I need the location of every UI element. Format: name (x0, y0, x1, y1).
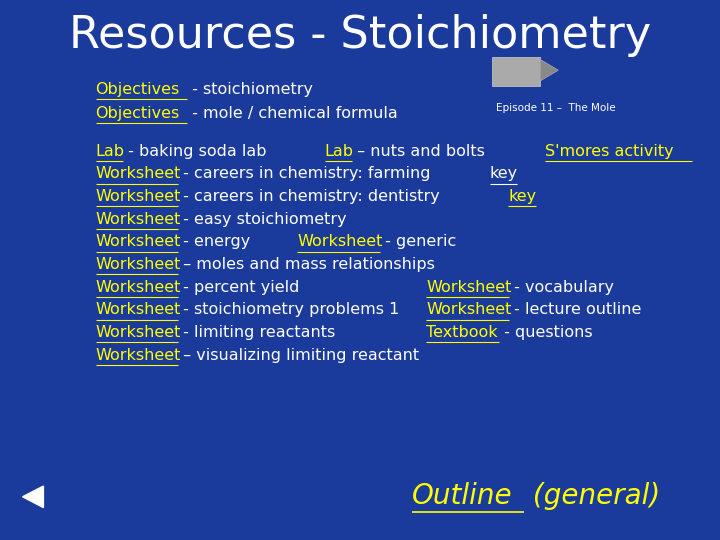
Text: Objectives: Objectives (96, 106, 180, 121)
Text: - questions: - questions (500, 325, 593, 340)
Text: Worksheet: Worksheet (96, 348, 181, 363)
Text: – nuts and bolts: – nuts and bolts (352, 144, 485, 159)
Text: - generic: - generic (380, 234, 456, 249)
Text: Worksheet: Worksheet (426, 280, 511, 295)
Text: Worksheet: Worksheet (297, 234, 383, 249)
Text: - mole / chemical formula: - mole / chemical formula (187, 106, 398, 121)
Text: – moles and mass relationships: – moles and mass relationships (178, 257, 435, 272)
Text: - baking soda lab: - baking soda lab (123, 144, 287, 159)
Text: Worksheet: Worksheet (96, 280, 181, 295)
Text: Worksheet: Worksheet (96, 166, 181, 181)
Text: Episode 11 –  The Mole: Episode 11 – The Mole (495, 103, 616, 113)
Text: - careers in chemistry: farming: - careers in chemistry: farming (178, 166, 441, 181)
Text: (general): (general) (523, 482, 660, 510)
Text: - careers in chemistry: dentistry: - careers in chemistry: dentistry (178, 189, 450, 204)
Text: Objectives: Objectives (96, 82, 180, 97)
Text: Worksheet: Worksheet (426, 302, 511, 318)
Text: Textbook: Textbook (426, 325, 498, 340)
Text: Worksheet: Worksheet (96, 189, 181, 204)
Text: Resources - Stoichiometry: Resources - Stoichiometry (69, 14, 651, 57)
Text: Worksheet: Worksheet (96, 302, 181, 318)
Text: - lecture outline: - lecture outline (508, 302, 641, 318)
Text: Worksheet: Worksheet (96, 234, 181, 249)
Text: Lab: Lab (325, 144, 354, 159)
Polygon shape (540, 59, 558, 81)
Text: - percent yield: - percent yield (178, 280, 300, 295)
Text: – visualizing limiting reactant: – visualizing limiting reactant (178, 348, 419, 363)
Polygon shape (22, 486, 43, 508)
Text: Worksheet: Worksheet (96, 257, 181, 272)
Text: - energy: - energy (178, 234, 271, 249)
Text: Worksheet: Worksheet (96, 212, 181, 227)
FancyBboxPatch shape (492, 57, 539, 86)
Text: Outline: Outline (412, 482, 513, 510)
Text: Lab: Lab (96, 144, 125, 159)
Text: Worksheet: Worksheet (96, 325, 181, 340)
Text: key: key (490, 166, 518, 181)
Text: key: key (508, 189, 536, 204)
Text: - stoichiometry: - stoichiometry (187, 82, 313, 97)
Text: S'mores activity: S'mores activity (545, 144, 673, 159)
Text: - vocabulary: - vocabulary (508, 280, 613, 295)
Text: - easy stoichiometry: - easy stoichiometry (178, 212, 347, 227)
Text: - limiting reactants: - limiting reactants (178, 325, 336, 340)
Text: - stoichiometry problems 1: - stoichiometry problems 1 (178, 302, 400, 318)
